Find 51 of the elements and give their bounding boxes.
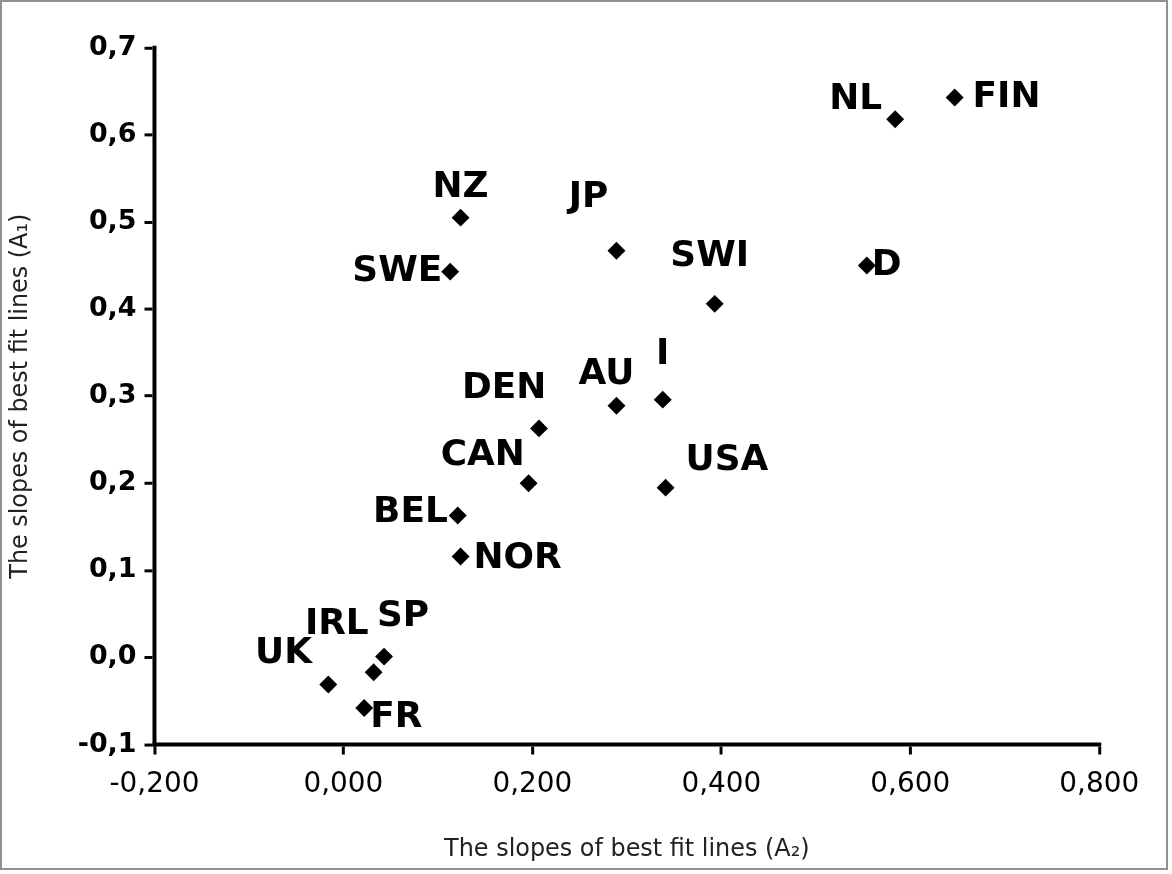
point (530, 419, 548, 438)
y-tick-label: 0,5 (88, 203, 137, 235)
point (656, 478, 675, 497)
y-tick-label: 0,7 (88, 29, 137, 61)
y-tick-label: 0,2 (88, 465, 137, 497)
y-tick-label: 0,1 (88, 552, 137, 584)
point (364, 663, 383, 682)
series-label: SWI (670, 233, 750, 275)
point (653, 390, 672, 409)
point (857, 256, 876, 275)
x-tick-label: 0,000 (303, 766, 384, 800)
x-tick-label: 0,600 (870, 766, 951, 800)
point (886, 110, 905, 129)
y-tick-label: 0,4 (88, 291, 137, 323)
point (441, 262, 460, 281)
point (607, 396, 626, 415)
y-tick-label: 0,6 (88, 116, 137, 148)
y-axis-title: The slopes of best fit lines (A₁) (4, 213, 33, 580)
series-label: D (871, 241, 902, 283)
point (319, 675, 338, 694)
series-label: NZ (432, 164, 489, 206)
series-label: SWE (352, 247, 443, 289)
series-label: JP (565, 174, 609, 216)
series-label: CAN (440, 431, 525, 473)
point (451, 208, 470, 227)
y-tick-label: 0,3 (88, 378, 137, 410)
point (705, 294, 724, 313)
series-label: DEN (461, 364, 547, 406)
point (945, 88, 964, 107)
x-tick-label: 0,400 (681, 766, 762, 800)
y-tick-label: -0,1 (77, 726, 137, 758)
point (607, 241, 626, 260)
series-label: FIN (972, 73, 1041, 115)
point (519, 474, 538, 493)
point (448, 506, 467, 525)
x-tick-label: -0,200 (109, 766, 200, 800)
point (355, 699, 374, 717)
series-label: NL (829, 75, 883, 117)
series-label: SP (376, 593, 430, 635)
x-axis-title: The slopes of best fit lines (A₂) (443, 833, 810, 862)
series-label: AU (578, 351, 635, 393)
series-label: BEL (373, 488, 448, 530)
series-label: NOR (473, 534, 562, 576)
series-label: USA (685, 437, 769, 479)
series-label: I (656, 331, 670, 373)
series-label: FR (370, 694, 423, 736)
x-tick-label: 0,800 (1059, 766, 1140, 800)
point (375, 647, 394, 666)
y-tick-label: 0,0 (88, 639, 137, 671)
x-tick-label: 0,200 (492, 766, 573, 800)
point (451, 547, 470, 566)
